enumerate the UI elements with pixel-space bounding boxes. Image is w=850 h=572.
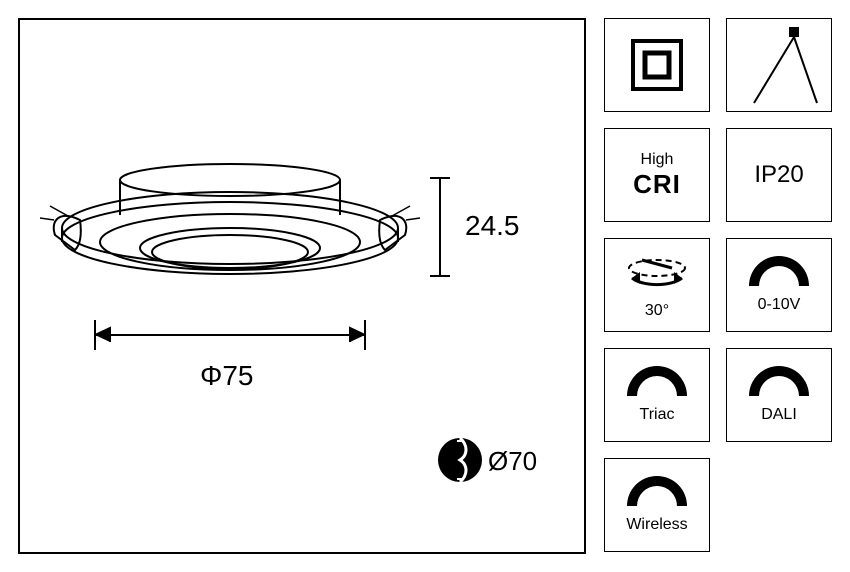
- ip20-label: IP20: [754, 161, 803, 189]
- dimmer-arc-icon: [622, 476, 692, 510]
- ip20-icon: IP20: [726, 128, 832, 222]
- dim-triac-label: Triac: [640, 406, 675, 424]
- dim-wireless-icon: Wireless: [604, 458, 710, 552]
- height-dimension: 24.5: [465, 210, 520, 241]
- page: 24.5 Φ75 Ø70: [0, 0, 850, 572]
- tilt-30-label: 30°: [645, 302, 669, 320]
- beam-angle-icon: [726, 18, 832, 112]
- recessed-square-icon: [604, 18, 710, 112]
- cutout-hole-icon: [438, 438, 482, 482]
- dimmer-arc-icon: [622, 366, 692, 400]
- tilt-30-icon: 30°: [604, 238, 710, 332]
- dimmer-arc-icon: [744, 256, 814, 290]
- high-cri-bot-label: CRI: [633, 169, 681, 200]
- high-cri-icon: High CRI: [604, 128, 710, 222]
- dim-triac-icon: Triac: [604, 348, 710, 442]
- dim-0-10v-label: 0-10V: [758, 296, 801, 314]
- technical-drawing-panel: 24.5 Φ75 Ø70: [18, 18, 586, 554]
- dim-dali-icon: DALI: [726, 348, 832, 442]
- dim-dali-label: DALI: [761, 406, 797, 424]
- diameter-dimension: Φ75: [200, 360, 253, 391]
- cutout-dimension: Ø70: [488, 446, 537, 476]
- dim-0-10v-icon: 0-10V: [726, 238, 832, 332]
- downlight-drawing: 24.5 Φ75 Ø70: [20, 20, 584, 552]
- dim-wireless-label: Wireless: [626, 516, 687, 534]
- high-cri-top-label: High: [641, 151, 674, 169]
- dimmer-arc-icon: [744, 366, 814, 400]
